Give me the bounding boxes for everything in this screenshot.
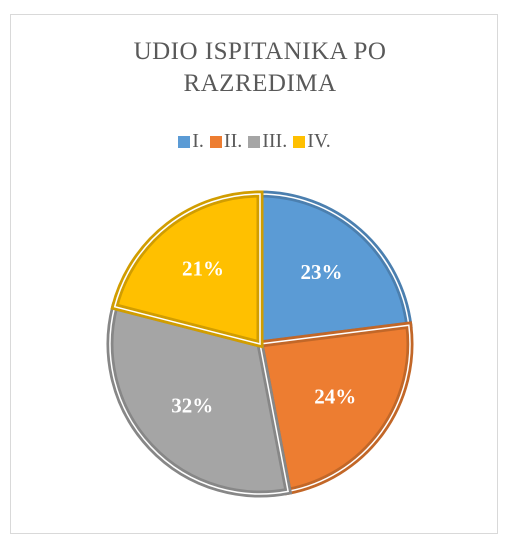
legend-swatch — [178, 135, 191, 148]
legend-label: III. — [262, 130, 288, 152]
legend-swatch — [209, 135, 222, 148]
slice-gap — [259, 193, 410, 345]
slice-gap — [113, 193, 261, 345]
legend-item: III. — [248, 130, 287, 153]
slice-gap — [109, 305, 289, 495]
legend-label: II. — [223, 130, 243, 152]
chart-title: UDIO ISPITANIKA PO RAZREDIMA — [133, 38, 387, 97]
legend-label: I. — [192, 130, 204, 152]
data-label: 23% — [301, 260, 343, 284]
plot: 23% 24% 32% 21% — [106, 190, 414, 498]
data-label: 24% — [314, 384, 356, 408]
chart: UDIO ISPITANIKA PO RAZREDIMA I. II. III. IV… — [0, 14, 509, 534]
legend-item: IV. — [293, 130, 331, 153]
legend-item: I. — [178, 130, 204, 153]
legend-label: IV. — [307, 130, 331, 152]
legend: I. II. III. IV. — [0, 130, 509, 153]
data-label: 32% — [171, 393, 213, 417]
legend-item: II. — [209, 130, 243, 153]
data-label: 21% — [182, 256, 224, 280]
legend-swatch — [248, 135, 261, 148]
legend-swatch — [293, 135, 306, 148]
slice-gap — [259, 324, 411, 493]
